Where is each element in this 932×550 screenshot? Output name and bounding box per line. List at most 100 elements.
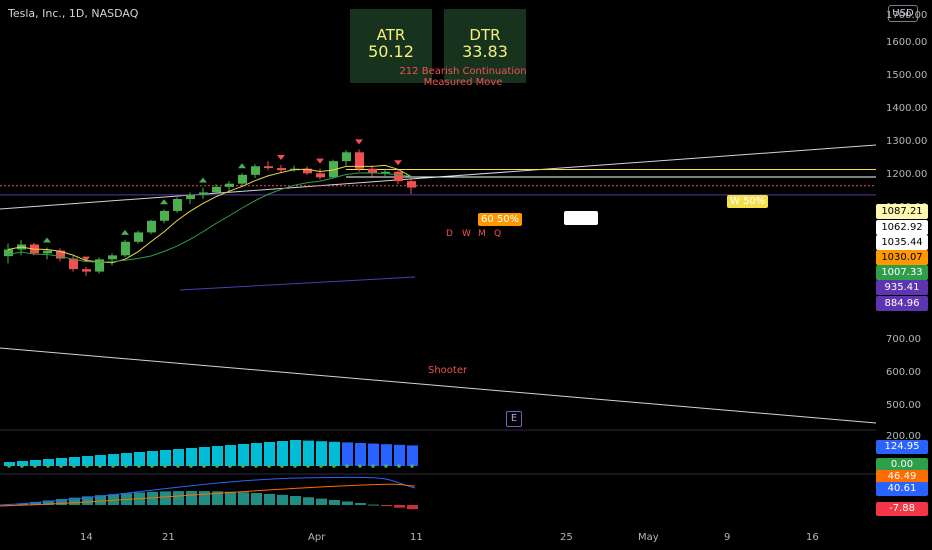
zero-dot <box>98 464 102 468</box>
candle-body <box>355 152 364 169</box>
pattern-line-2: Measured Move <box>423 77 503 88</box>
level-box[interactable] <box>564 211 598 225</box>
timeframe-label: Q <box>494 229 502 239</box>
time-axis-tick[interactable]: 21 <box>162 532 175 543</box>
price-scale-tick[interactable]: 600.00 <box>886 367 921 378</box>
price-label: 1035.44 <box>876 235 928 250</box>
hist-bar <box>368 443 379 466</box>
dtr-label: DTR <box>469 26 501 44</box>
candle-body <box>147 220 156 233</box>
up-arrow-icon <box>43 237 51 243</box>
price-scale-tick[interactable]: 200.00 <box>886 431 921 442</box>
candle-body <box>303 168 312 174</box>
zero-dot <box>111 464 115 468</box>
osc-bar <box>160 491 171 505</box>
time-axis-tick[interactable]: 25 <box>560 532 573 543</box>
hist-bar <box>186 448 197 466</box>
indicator-label: 46.49 <box>876 470 928 484</box>
indicator-panes <box>0 440 418 510</box>
osc-bar <box>290 496 301 505</box>
zero-dot <box>332 464 336 468</box>
hist-bar <box>95 455 106 466</box>
price-scale-tick[interactable]: 1700.00 <box>886 10 928 21</box>
price-scale-tick[interactable]: 1400.00 <box>886 103 928 114</box>
zero-dot <box>410 464 414 468</box>
osc-bar <box>251 492 262 505</box>
candle-body <box>199 192 208 195</box>
price-scale-tick[interactable]: 1300.00 <box>886 136 928 147</box>
zero-dot <box>176 464 180 468</box>
zero-dot <box>163 464 167 468</box>
osc-bar <box>43 500 54 505</box>
price-scale-tick[interactable]: 1200.00 <box>886 169 928 180</box>
up-arrow-icon <box>238 163 246 169</box>
symbol-title[interactable]: Tesla, Inc., 1D, NASDAQ <box>8 7 139 20</box>
atr-value: 50.12 <box>368 42 414 61</box>
zero-dot <box>59 464 63 468</box>
up-arrow-icon <box>199 177 207 183</box>
zero-dot <box>189 464 193 468</box>
osc-bar <box>199 491 210 505</box>
zero-dot <box>33 464 37 468</box>
up-arrow-icon <box>160 199 168 205</box>
timeframe-label: D <box>446 229 453 239</box>
dtr-panel: DTR 33.83 <box>444 9 526 83</box>
candle-body <box>160 210 169 221</box>
hist-bar <box>264 442 275 466</box>
time-axis-tick[interactable]: 11 <box>410 532 423 543</box>
candle-body <box>173 199 182 211</box>
price-scale-tick[interactable]: 1500.00 <box>886 70 928 81</box>
osc-bar <box>69 497 80 505</box>
pattern-note: 212 Bearish Continuation Measured Move <box>398 66 528 88</box>
osc-bar <box>173 491 184 505</box>
currency-button[interactable]: USD <box>888 5 918 22</box>
purple-ma <box>179 276 416 291</box>
zero-dot <box>293 464 297 468</box>
price-scale-tick[interactable]: 700.00 <box>886 334 921 345</box>
time-axis-tick[interactable]: Apr <box>308 532 326 543</box>
candle-body <box>251 166 260 175</box>
indicator-label: 124.95 <box>876 440 928 454</box>
osc-bar <box>342 501 353 505</box>
hist-bar <box>225 445 236 466</box>
price-scale-tick[interactable]: 500.00 <box>886 400 921 411</box>
time-axis-tick[interactable]: May <box>638 532 659 543</box>
atr-panel: ATR 50.12 <box>350 9 432 83</box>
time-axis-tick[interactable]: 16 <box>806 532 819 543</box>
earnings-marker[interactable]: E <box>506 411 522 427</box>
price-scale-tick[interactable]: 1600.00 <box>886 37 928 48</box>
zero-dot <box>384 464 388 468</box>
price-pane <box>0 139 877 475</box>
hist-bar <box>212 446 223 466</box>
hist-bar <box>30 460 41 466</box>
hist-bar <box>394 444 405 466</box>
indicator-label: 40.61 <box>876 482 928 496</box>
hist-bar <box>43 459 54 466</box>
hist-bar <box>316 441 327 466</box>
fast-ma <box>7 164 412 264</box>
osc-bar <box>394 505 405 508</box>
osc-line-blue <box>0 476 416 506</box>
candle-body <box>277 168 286 171</box>
indicator-label: 0.00 <box>876 458 928 472</box>
candle-body <box>264 166 273 169</box>
osc-bar <box>238 492 249 505</box>
hist-bar <box>407 445 418 466</box>
candle-body <box>108 255 117 260</box>
hist-bar <box>342 442 353 466</box>
atr-label: ATR <box>376 26 406 44</box>
zero-dot <box>85 464 89 468</box>
osc-line-orange <box>0 483 416 507</box>
fib-60-label: 60 50% <box>478 213 523 226</box>
candle-body <box>381 171 390 174</box>
osc-bar <box>381 505 392 507</box>
candle-body <box>225 183 234 187</box>
candle-body <box>186 194 195 200</box>
time-axis-tick[interactable]: 14 <box>80 532 93 543</box>
hist-bar <box>277 441 288 466</box>
candle-body <box>121 241 130 256</box>
osc-bar <box>264 493 275 505</box>
osc-bar <box>407 505 418 510</box>
time-axis-tick[interactable]: 9 <box>724 532 731 543</box>
